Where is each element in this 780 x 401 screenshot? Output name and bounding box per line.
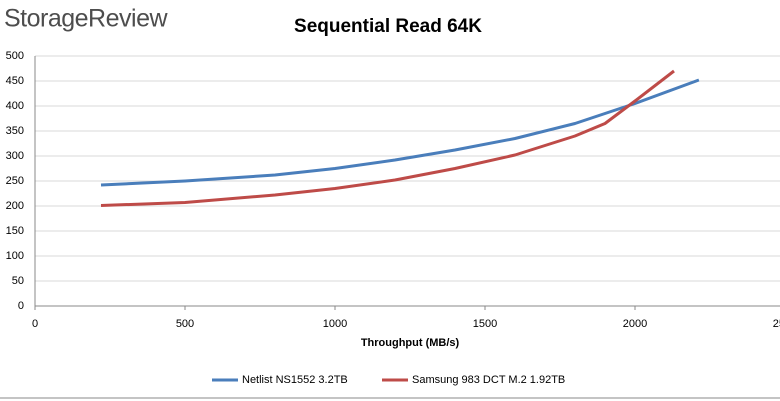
y-tick-label: 50 <box>12 275 24 287</box>
legend-label: Samsung 983 DCT M.2 1.92TB <box>412 374 565 386</box>
legend-label: Netlist NS1552 3.2TB <box>242 374 348 386</box>
series-line <box>100 69 675 207</box>
y-tick-label: 350 <box>6 125 24 137</box>
y-tick-label: 200 <box>6 200 24 212</box>
x-tick-label: 2000 <box>623 318 647 330</box>
y-tick-label: 100 <box>6 250 24 262</box>
x-tick-label: 2500 <box>773 318 780 330</box>
series-line <box>100 78 700 187</box>
y-tick-label: 250 <box>6 175 24 187</box>
y-tick-label: 500 <box>6 50 24 62</box>
x-tick-label: 1000 <box>323 318 347 330</box>
x-tick-label: 1500 <box>473 318 497 330</box>
chart-title: Sequential Read 64K <box>294 16 482 37</box>
y-tick-label: 400 <box>6 100 24 112</box>
x-axis-label: Throughput (MB/s) <box>361 337 460 349</box>
x-tick-label: 500 <box>176 318 194 330</box>
y-tick-label: 150 <box>6 225 24 237</box>
x-tick-label: 0 <box>32 318 38 330</box>
logo: StorageReview <box>4 5 168 33</box>
y-tick-label: 450 <box>6 75 24 87</box>
y-tick-label: 0 <box>18 300 24 312</box>
y-tick-label: 300 <box>6 150 24 162</box>
